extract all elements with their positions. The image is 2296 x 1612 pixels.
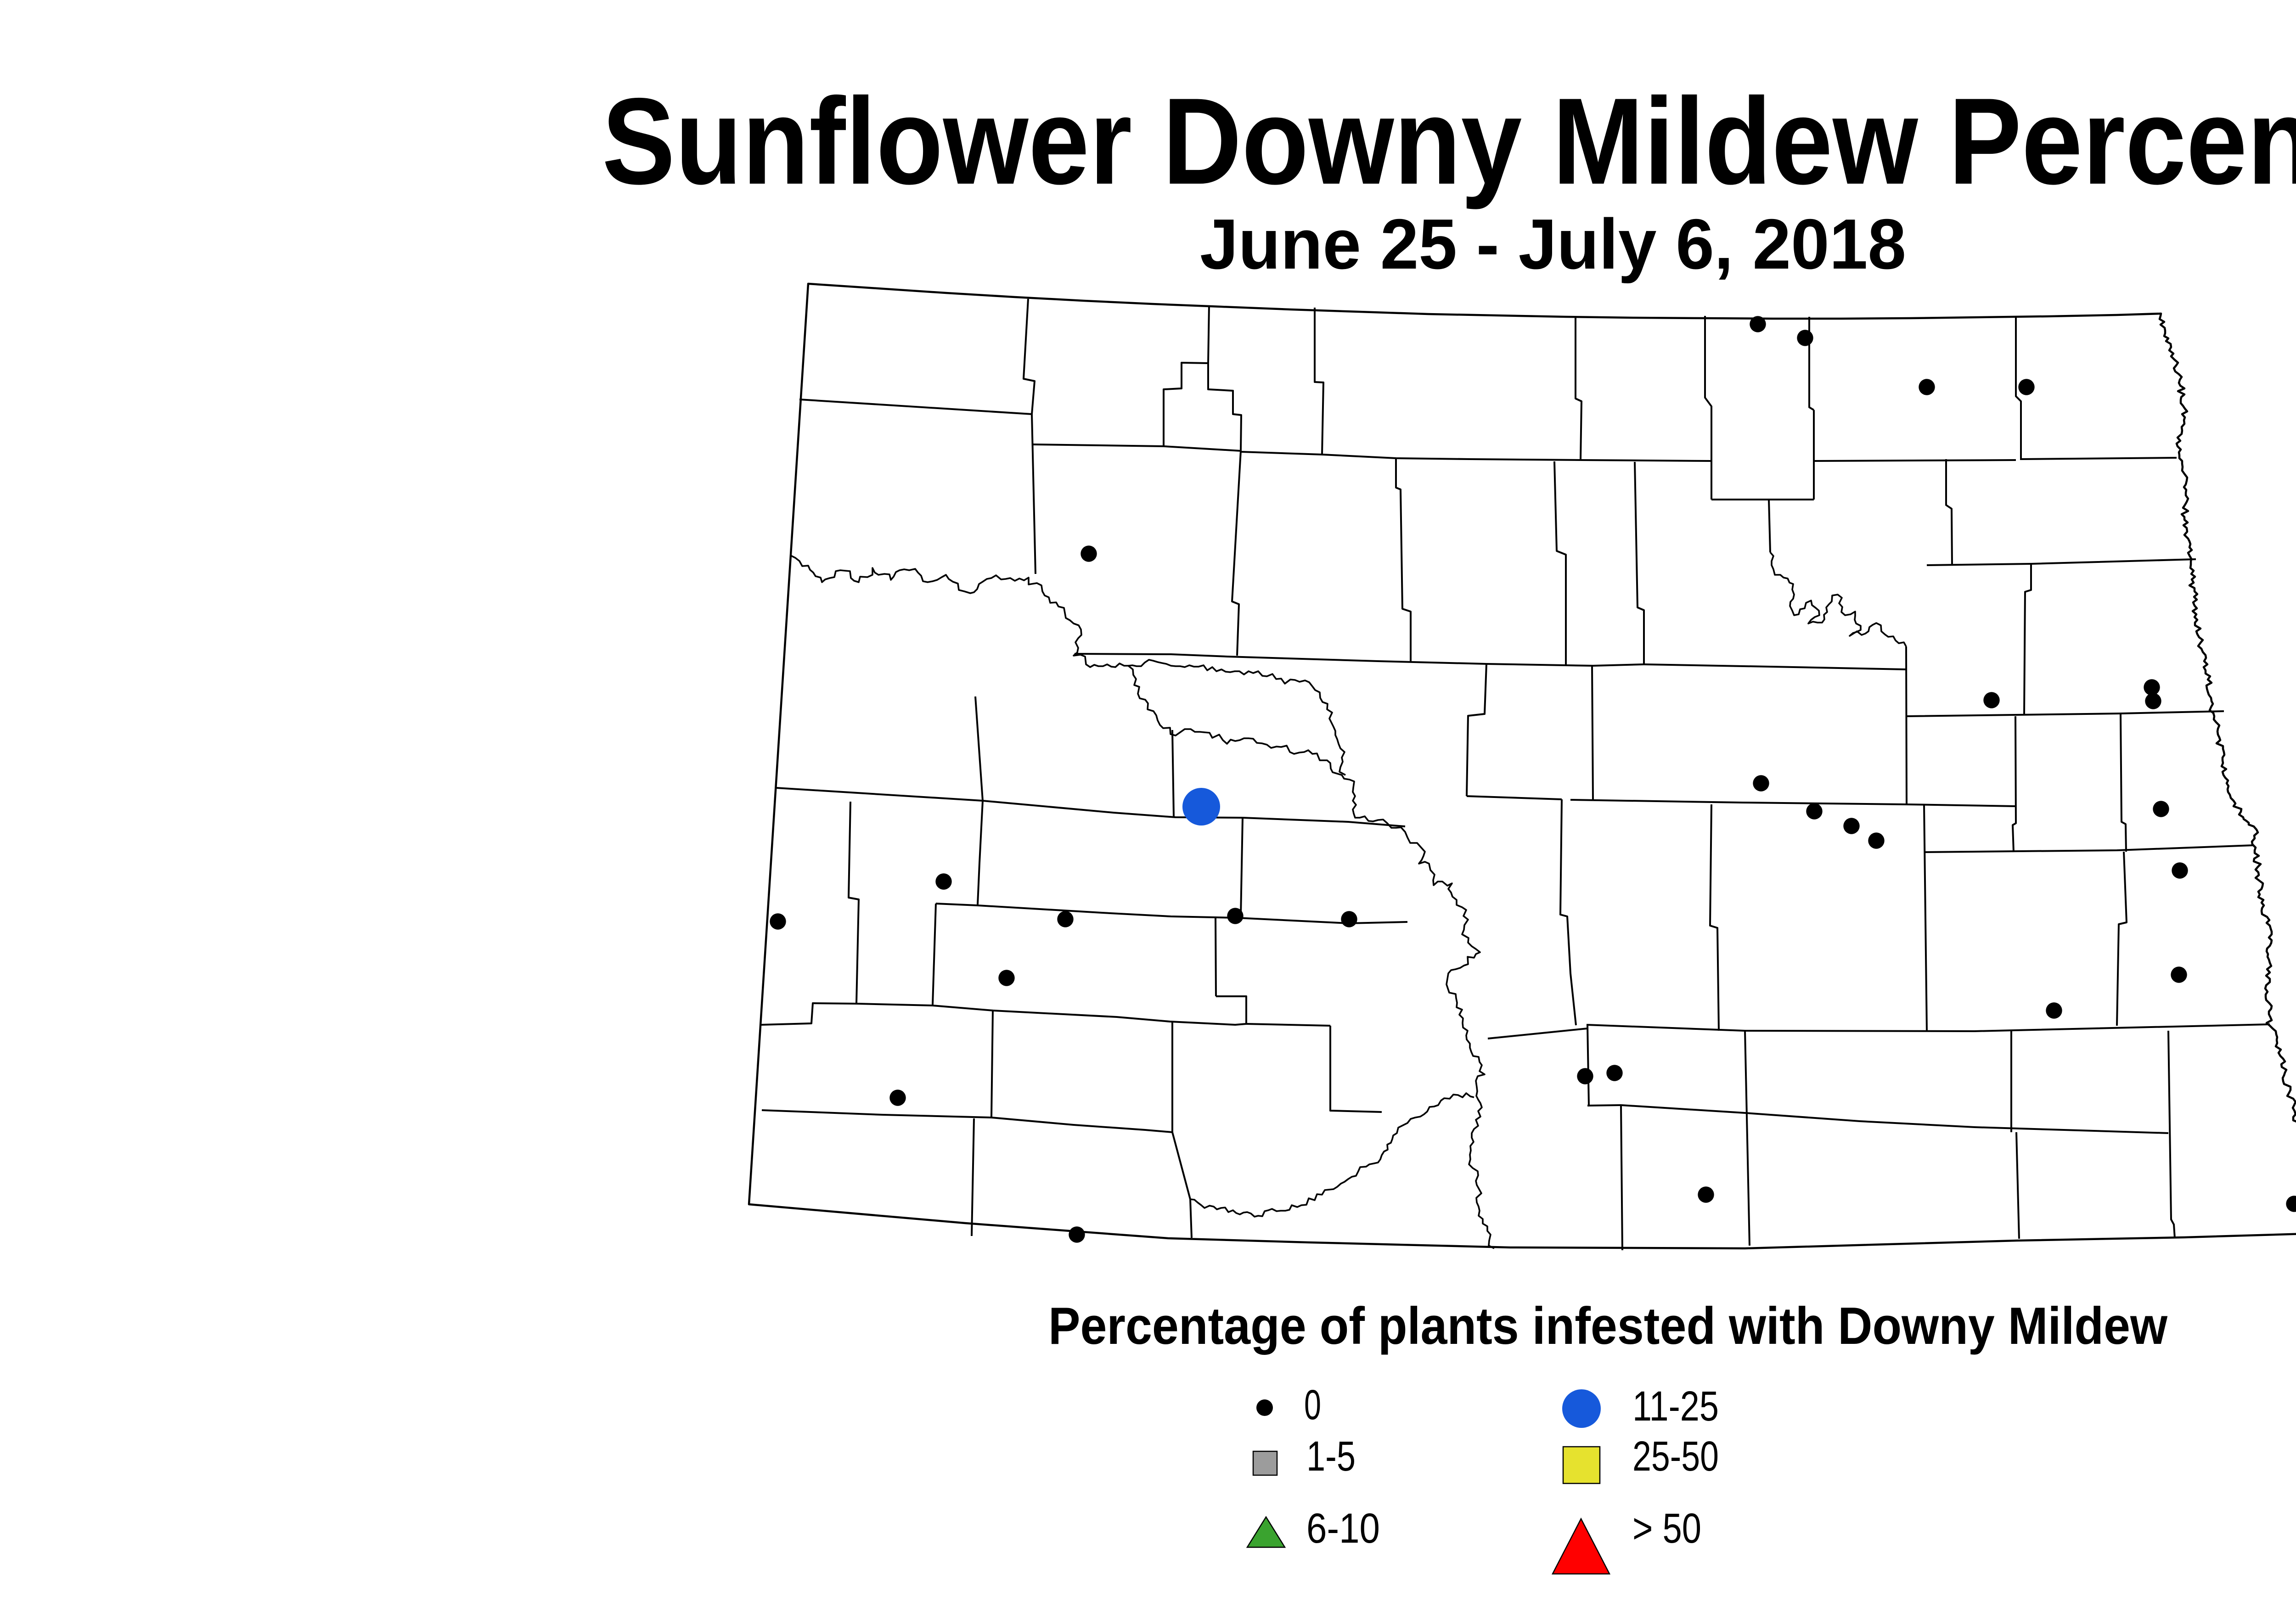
svg-text:11-25: 11-25 (1632, 1383, 1719, 1430)
svg-text:> 50: > 50 (1632, 1505, 1701, 1552)
svg-text:Sunflower Downy Mildew Percent: Sunflower Downy Mildew Percent Incidence (602, 72, 2296, 211)
svg-text:0: 0 (1304, 1382, 1321, 1428)
svg-text:1-5: 1-5 (1306, 1433, 1356, 1480)
svg-text:6-10: 6-10 (1306, 1505, 1380, 1552)
svg-text:Percentage of plants infested: Percentage of plants infested with Downy… (1048, 1297, 2167, 1355)
svg-text:25-50: 25-50 (1632, 1433, 1719, 1480)
svg-text:June 25 - July 6, 2018: June 25 - July 6, 2018 (1200, 204, 1906, 284)
